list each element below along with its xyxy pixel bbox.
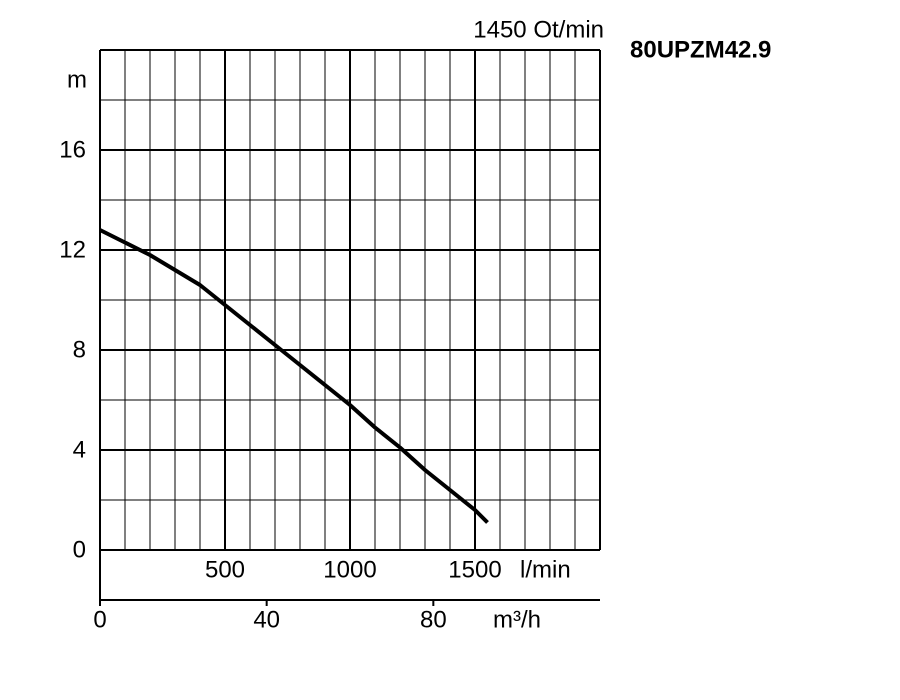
y-tick-label: 12 [59, 236, 86, 263]
y-axis-label: m [67, 66, 87, 93]
y-tick-label: 4 [73, 436, 86, 463]
x2-axis-label: m³/h [493, 606, 541, 633]
x-tick-label: 1500 [448, 556, 501, 583]
x2-tick-label: 0 [93, 606, 106, 633]
chart-title: 80UPZM42.9 [630, 36, 771, 63]
x-axis-label: l/min [520, 556, 571, 583]
x-tick-label: 500 [205, 556, 245, 583]
chart-subtitle: 1450 Ot/min [473, 16, 604, 43]
x2-tick-label: 80 [420, 606, 447, 633]
x2-tick-label: 40 [253, 606, 280, 633]
y-tick-label: 16 [59, 136, 86, 163]
y-tick-label: 8 [73, 336, 86, 363]
x-tick-label: 1000 [323, 556, 376, 583]
y-tick-label: 0 [73, 536, 86, 563]
curve [99, 228, 489, 524]
